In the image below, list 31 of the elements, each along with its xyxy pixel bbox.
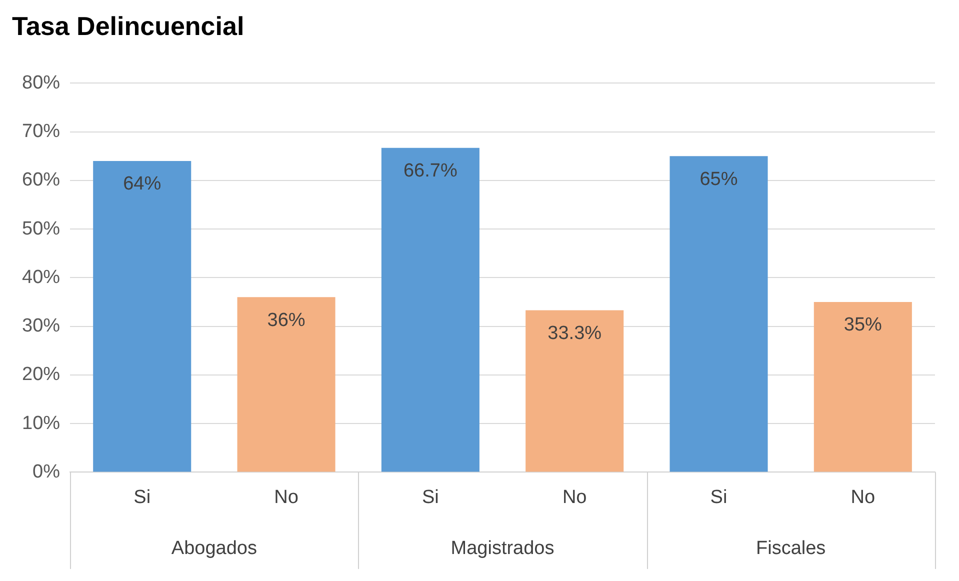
data-label: 33.3%	[548, 323, 602, 344]
x-tick-label: No	[274, 486, 298, 508]
y-tick-label: 40%	[22, 266, 60, 288]
x-tick-label: Si	[134, 486, 151, 508]
text: Abogados	[171, 538, 257, 560]
bar	[237, 297, 336, 472]
data-label: 64%	[123, 174, 162, 195]
text: Fiscales	[756, 538, 826, 560]
y-tick-label: 0%	[32, 461, 60, 482]
y-tick-label: 30%	[22, 316, 60, 337]
bar	[670, 156, 768, 472]
data-label: 35%	[844, 314, 882, 336]
y-tick-label: 10%	[22, 412, 60, 434]
y-tick-label: 20%	[22, 364, 60, 386]
data-label: 36%	[267, 310, 306, 331]
y-tick-label: 50%	[22, 218, 60, 240]
data-label: 66.7%	[403, 160, 458, 182]
bar	[381, 148, 480, 472]
y-tick-label: 70%	[22, 121, 60, 142]
bar	[526, 310, 624, 472]
y-tick-label: 80%	[22, 72, 60, 94]
bar	[93, 161, 192, 472]
x-tick-label: Si	[422, 486, 439, 508]
text: Magistrados	[450, 538, 554, 560]
x-tick-label: Si	[710, 486, 728, 508]
chart-title: Tasa Delincuencial	[12, 10, 244, 41]
x-tick-label: No	[562, 486, 587, 508]
bar	[814, 302, 912, 472]
y-tick-label: 60%	[22, 170, 60, 191]
data-label: 65%	[700, 168, 738, 190]
x-tick-label: No	[850, 486, 876, 508]
